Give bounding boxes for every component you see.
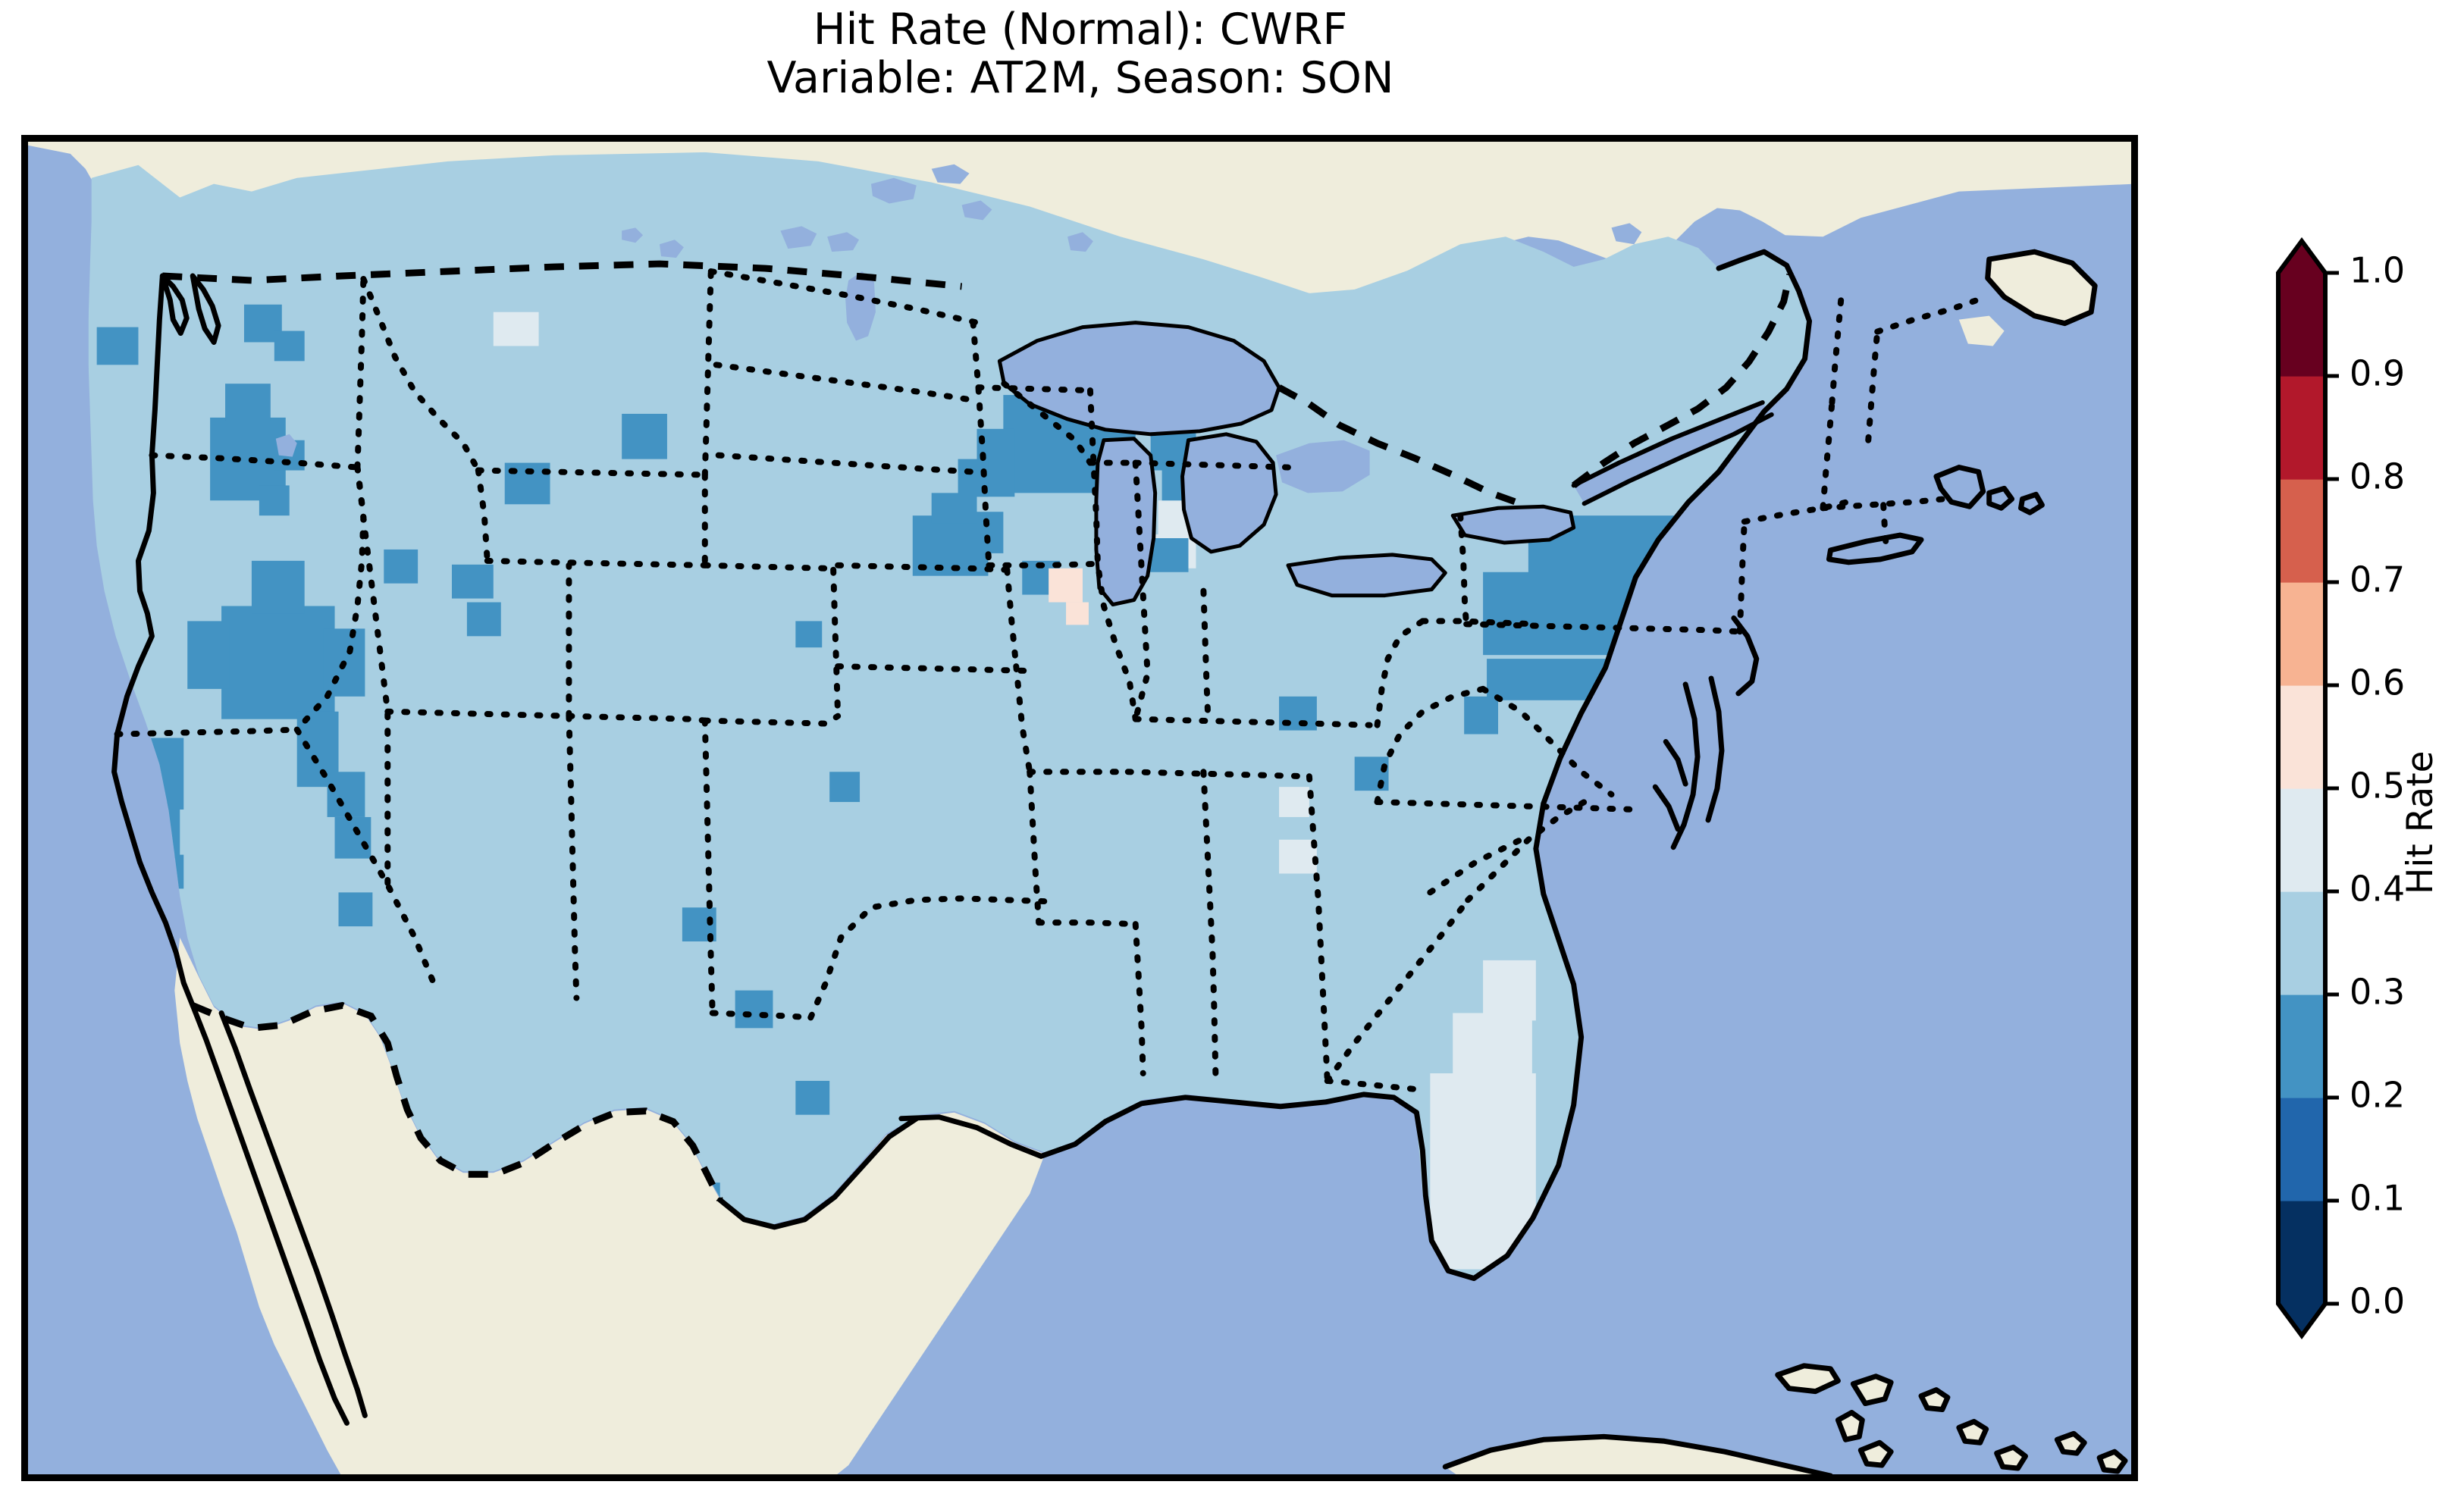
colorbar-tick-label: 0.5 bbox=[2350, 766, 2405, 807]
colorbar-band-9 bbox=[2278, 273, 2325, 377]
canada-lake-d bbox=[622, 227, 644, 243]
lake-erie bbox=[1288, 554, 1446, 596]
colorbar-band-6 bbox=[2278, 582, 2325, 686]
canada-lake-a bbox=[780, 226, 817, 249]
colorbar-band-3 bbox=[2278, 891, 2325, 995]
lake-ontario bbox=[1453, 506, 1574, 543]
georgian-bay bbox=[1276, 440, 1370, 493]
band-0.5-0.6-cells bbox=[1049, 568, 1089, 625]
colorbar-tick-label: 0.1 bbox=[2350, 1178, 2405, 1219]
international-border-layer bbox=[162, 260, 1794, 1202]
colorbar-tick-label: 0.3 bbox=[2350, 972, 2405, 1013]
colorbar-tick-label: 0.0 bbox=[2350, 1281, 2405, 1322]
colorbar-tick-label: 1.0 bbox=[2350, 250, 2405, 291]
colorbar-svg: 0.0 0.1 0.2 0.3 0.4 0.5 0.6 0.7 0.8 0.9 1.0 bbox=[2276, 236, 2405, 1340]
great-salt-lake bbox=[275, 434, 297, 457]
st-lawrence-river bbox=[1573, 402, 1772, 504]
title-line-2: Variable: AT2M, Season: SON bbox=[766, 52, 1394, 103]
colorbar-tick-label: 0.7 bbox=[2350, 559, 2405, 600]
colorbar-tick-label: 0.8 bbox=[2350, 456, 2405, 497]
state-border-layer bbox=[114, 268, 1985, 1093]
canada-lake-c bbox=[659, 240, 684, 258]
colorbar-tick-label: 0.2 bbox=[2350, 1075, 2405, 1116]
colorbar-band-4 bbox=[2278, 788, 2325, 892]
baja-peninsula bbox=[203, 1007, 356, 1424]
title-line-1: Hit Rate (Normal): CWRF bbox=[813, 5, 1348, 55]
cuba-landmass bbox=[1445, 1436, 1831, 1477]
colorbar-extend-max bbox=[2278, 241, 2325, 273]
map-plot-area bbox=[21, 135, 2138, 1481]
atlantic-island bbox=[1958, 315, 2005, 346]
figure-title: Hit Rate (Normal): CWRF Variable: AT2M, … bbox=[0, 5, 2161, 103]
colorbar-band-8 bbox=[2278, 376, 2325, 480]
lake-superior bbox=[999, 322, 1280, 434]
colorbar-ticks: 0.0 0.1 0.2 0.3 0.4 0.5 0.6 0.7 0.8 0.9 1.0 bbox=[2325, 250, 2405, 1322]
lake-winnipeg bbox=[845, 271, 876, 341]
colorbar-band-1 bbox=[2278, 1098, 2325, 1201]
map-frame-border bbox=[25, 139, 2134, 1477]
canada-lake-i bbox=[961, 200, 992, 221]
map-canvas bbox=[25, 139, 2134, 1477]
canada-lake-f bbox=[1611, 223, 1642, 245]
colorbar-band-5 bbox=[2278, 685, 2325, 789]
canada-lake-g bbox=[870, 177, 917, 204]
canada-landmass bbox=[25, 139, 2134, 297]
canada-lake-b bbox=[827, 232, 860, 252]
coastline-layer bbox=[111, 249, 2128, 1477]
colorbar-band-2 bbox=[2278, 994, 2325, 1098]
colorbar: 0.0 0.1 0.2 0.3 0.4 0.5 0.6 0.7 0.8 0.9 1.0 bbox=[2267, 227, 2456, 1380]
canada-lake-e bbox=[1067, 232, 1093, 252]
great-lakes-layer bbox=[275, 164, 1772, 605]
canada-lake-h bbox=[931, 164, 970, 184]
colorbar-tick-label: 0.6 bbox=[2350, 662, 2405, 703]
colorbar-band-7 bbox=[2278, 479, 2325, 583]
colorbar-band-0 bbox=[2278, 1201, 2325, 1305]
colorbar-extend-min bbox=[2278, 1304, 2325, 1336]
colorbar-tick-label: 0.4 bbox=[2350, 869, 2405, 910]
colorbar-tick-label: 0.9 bbox=[2350, 353, 2405, 394]
colorbar-axis-label: Hit Rate bbox=[2400, 750, 2441, 894]
nova-scotia bbox=[1987, 252, 2096, 324]
colorbar-bands bbox=[2278, 241, 2325, 1336]
